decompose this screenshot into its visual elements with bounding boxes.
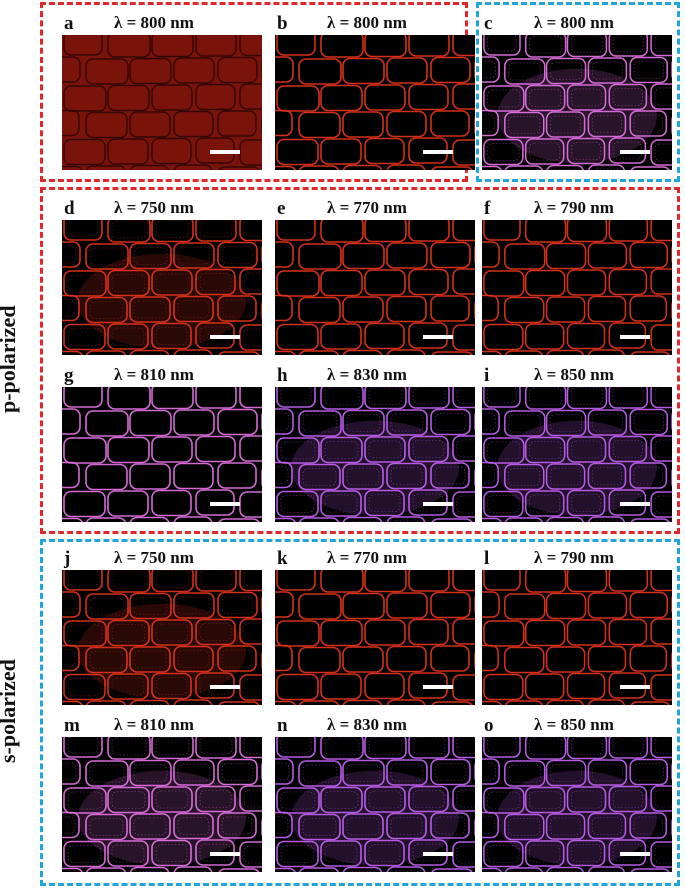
panel-i: i λ = 850 nm	[482, 365, 672, 522]
scale-bar	[210, 852, 240, 856]
panel-f: f λ = 790 nm	[482, 198, 672, 355]
wavelength-label: λ = 790 nm	[534, 548, 614, 567]
panel-letter: f	[484, 198, 491, 219]
scale-bar	[423, 335, 453, 339]
wavelength-label: λ = 850 nm	[534, 365, 614, 384]
panel-letter: h	[277, 365, 288, 386]
wavelength-label: λ = 850 nm	[534, 715, 614, 734]
panel-l: l λ = 790 nm	[482, 548, 672, 705]
panel-o: o λ = 850 nm	[482, 715, 672, 872]
micrograph	[275, 570, 475, 705]
scale-bar	[210, 150, 240, 154]
wavelength-label: λ = 800 nm	[534, 13, 614, 32]
scale-bar	[620, 852, 650, 856]
panel-j: j λ = 750 nm	[62, 548, 262, 705]
panel-g: g λ = 810 nm	[62, 365, 262, 522]
panel-c: c λ = 800 nm	[482, 13, 672, 170]
panel-letter: b	[277, 13, 288, 34]
micrograph	[482, 570, 672, 705]
scale-bar	[210, 335, 240, 339]
micrograph	[275, 35, 475, 170]
panel-letter: d	[64, 198, 75, 219]
panel-k: k λ = 770 nm	[275, 548, 475, 705]
scale-bar	[620, 685, 650, 689]
wavelength-label: λ = 800 nm	[114, 13, 194, 32]
micrograph	[62, 220, 262, 355]
panel-n: n λ = 830 nm	[275, 715, 475, 872]
panel-b: b λ = 800 nm	[275, 13, 475, 170]
wavelength-label: λ = 800 nm	[327, 13, 407, 32]
scale-bar	[423, 852, 453, 856]
panel-letter: g	[64, 365, 74, 386]
wavelength-label: λ = 790 nm	[534, 198, 614, 217]
panel-a: a λ = 800 nm	[62, 13, 262, 170]
panel-letter: m	[64, 715, 80, 736]
wavelength-label: λ = 830 nm	[327, 715, 407, 734]
wavelength-label: λ = 830 nm	[327, 365, 407, 384]
panel-letter: k	[277, 548, 288, 569]
panel-letter: e	[277, 198, 286, 219]
wavelength-label: λ = 750 nm	[114, 548, 194, 567]
wavelength-label: λ = 770 nm	[327, 548, 407, 567]
panel-letter: a	[64, 13, 74, 34]
panel-letter: o	[484, 715, 494, 736]
panel-d: d λ = 750 nm	[62, 198, 262, 355]
panel-h: h λ = 830 nm	[275, 365, 475, 522]
micrograph	[275, 220, 475, 355]
panel-letter: l	[484, 548, 490, 569]
micrograph	[62, 387, 262, 522]
p-polarized-label: p-polarized	[0, 305, 20, 413]
wavelength-label: λ = 770 nm	[327, 198, 407, 217]
micrograph	[275, 387, 475, 522]
panel-m: m λ = 810 nm	[62, 715, 262, 872]
scale-bar	[423, 150, 453, 154]
panel-letter: i	[484, 365, 490, 386]
micrograph	[62, 737, 262, 872]
micrograph	[62, 35, 262, 170]
scale-bar	[210, 502, 240, 506]
scale-bar	[423, 502, 453, 506]
panel-e: e λ = 770 nm	[275, 198, 475, 355]
micrograph	[275, 737, 475, 872]
micrograph	[62, 570, 262, 705]
scale-bar	[423, 685, 453, 689]
micrograph	[482, 387, 672, 522]
wavelength-label: λ = 810 nm	[114, 715, 194, 734]
micrograph	[482, 220, 672, 355]
s-polarized-label: s-polarized	[0, 659, 20, 763]
micrograph	[482, 35, 672, 170]
scale-bar	[620, 150, 650, 154]
micrograph	[482, 737, 672, 872]
scale-bar	[210, 685, 240, 689]
panel-letter: c	[484, 13, 493, 34]
group-frame-c	[476, 2, 680, 182]
group-frame-s-polarized	[40, 539, 680, 886]
scale-bar	[620, 502, 650, 506]
wavelength-label: λ = 750 nm	[114, 198, 194, 217]
panel-letter: n	[277, 715, 288, 736]
panel-letter: j	[64, 548, 71, 569]
group-frame-p-polarized	[40, 187, 680, 534]
scale-bar	[620, 335, 650, 339]
wavelength-label: λ = 810 nm	[114, 365, 194, 384]
